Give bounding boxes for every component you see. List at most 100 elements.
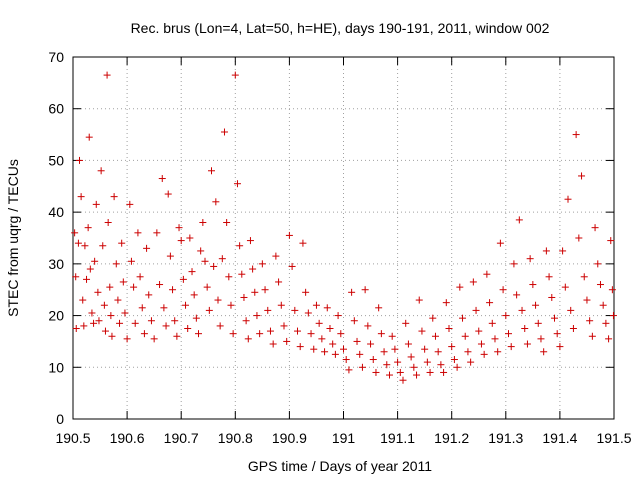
data-point: [108, 332, 116, 340]
data-point: [415, 296, 423, 304]
y-tick-label: 50: [48, 152, 64, 168]
data-point: [475, 327, 483, 335]
data-point: [75, 156, 83, 164]
x-tick-label: 190.8: [218, 430, 253, 446]
data-point: [210, 262, 218, 270]
data-point: [184, 325, 192, 332]
data-point: [380, 348, 388, 356]
data-point: [564, 195, 572, 203]
data-point: [145, 291, 153, 299]
data-point: [561, 283, 569, 291]
data-point: [464, 348, 472, 356]
data-point: [413, 371, 421, 379]
data-point: [275, 278, 283, 286]
y-tick-label: 20: [48, 308, 64, 324]
data-point: [542, 247, 550, 255]
data-point: [71, 229, 79, 237]
data-point: [138, 304, 146, 312]
data-point: [499, 286, 507, 294]
data-point: [114, 296, 122, 304]
data-point: [269, 340, 277, 348]
data-point: [318, 335, 326, 343]
data-point: [510, 260, 518, 268]
data-point: [169, 286, 177, 294]
data-point: [283, 337, 291, 345]
data-point: [197, 247, 205, 255]
data-point: [553, 330, 561, 338]
data-point: [342, 356, 350, 364]
data-point: [521, 325, 529, 332]
data-point: [203, 283, 211, 291]
data-point: [79, 296, 87, 304]
data-point: [608, 286, 616, 294]
data-point: [337, 330, 345, 338]
data-point: [480, 350, 488, 358]
data-point: [572, 131, 580, 139]
data-point: [605, 335, 613, 343]
data-point: [188, 268, 196, 276]
data-point: [321, 348, 329, 356]
data-point: [186, 234, 194, 242]
data-point: [162, 322, 170, 330]
data-point: [431, 332, 439, 340]
data-point: [602, 319, 610, 327]
data-point: [218, 255, 226, 263]
data-point: [575, 234, 583, 242]
data-point: [329, 340, 337, 348]
data-point: [548, 293, 556, 301]
data-point: [175, 224, 183, 232]
data-point: [233, 180, 241, 188]
data-point: [429, 314, 437, 322]
data-point: [556, 343, 564, 351]
data-point: [518, 306, 526, 314]
data-point: [345, 366, 353, 374]
data-point: [310, 345, 318, 353]
data-point: [272, 252, 280, 260]
data-point: [90, 319, 98, 327]
data-point: [107, 312, 115, 320]
grid-lines: [73, 57, 614, 419]
data-point: [72, 325, 80, 332]
data-point: [421, 345, 429, 353]
x-tick-label: 191.4: [542, 430, 577, 446]
data-point: [407, 353, 415, 361]
data-point: [177, 237, 185, 245]
data-point: [220, 128, 228, 136]
data-point: [131, 319, 139, 327]
y-tick-label: 60: [48, 101, 64, 117]
data-point: [236, 242, 244, 250]
data-point: [394, 358, 402, 366]
data-point: [586, 317, 594, 325]
data-point: [609, 312, 617, 320]
x-tick-label: 190.9: [272, 430, 307, 446]
data-point: [285, 231, 293, 239]
data-point: [491, 335, 499, 343]
data-point: [85, 133, 93, 141]
data-point: [426, 368, 434, 376]
data-point: [249, 265, 257, 273]
data-point: [477, 340, 485, 348]
data-point: [77, 193, 85, 201]
x-tick-label: 190.7: [164, 430, 199, 446]
data-point: [515, 216, 523, 224]
data-point: [91, 257, 99, 265]
data-point: [205, 306, 213, 314]
data-point: [238, 270, 246, 278]
data-point: [488, 319, 496, 327]
data-point: [302, 288, 310, 296]
data-point: [121, 309, 129, 317]
data-point: [315, 319, 323, 327]
data-point: [277, 301, 285, 309]
data-point: [350, 317, 358, 325]
data-point: [201, 257, 209, 265]
y-tick-label: 0: [56, 411, 64, 427]
data-point: [391, 345, 399, 353]
x-tick-label: 190.5: [55, 430, 90, 446]
data-point: [340, 345, 347, 353]
data-point: [377, 330, 385, 338]
data-point: [545, 273, 553, 281]
data-point: [450, 356, 458, 364]
data-point: [261, 286, 269, 294]
data-point: [583, 296, 591, 304]
